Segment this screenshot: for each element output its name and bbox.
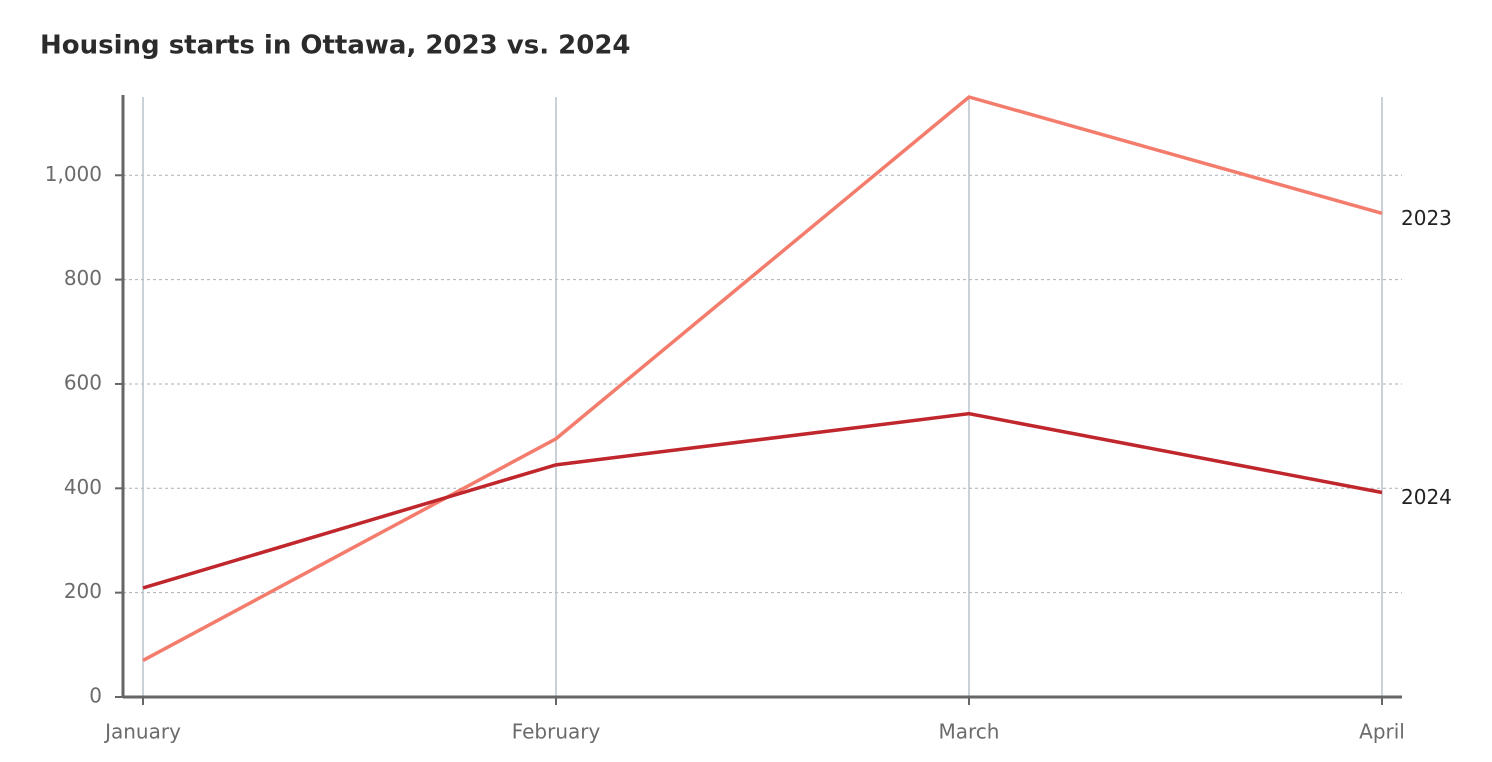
series-label: 2024: [1401, 485, 1452, 509]
series-label: 2023: [1401, 206, 1452, 230]
series-line: [142, 95, 1383, 663]
y-tick-label: 400: [64, 475, 102, 499]
x-tick-label: April: [1359, 720, 1405, 744]
chart-title: Housing starts in Ottawa, 2023 vs. 2024: [40, 31, 631, 61]
y-tick-label: 0: [89, 684, 102, 708]
y-tick-label: 200: [64, 579, 102, 603]
series-line: [142, 411, 1383, 590]
x-tick-label: January: [103, 720, 181, 744]
y-tick-label: 1,000: [45, 162, 102, 186]
x-tick-label: March: [939, 720, 1000, 744]
x-tick-label: February: [512, 720, 601, 744]
y-tick-label: 800: [64, 266, 102, 290]
y-tick-label: 600: [64, 370, 102, 394]
